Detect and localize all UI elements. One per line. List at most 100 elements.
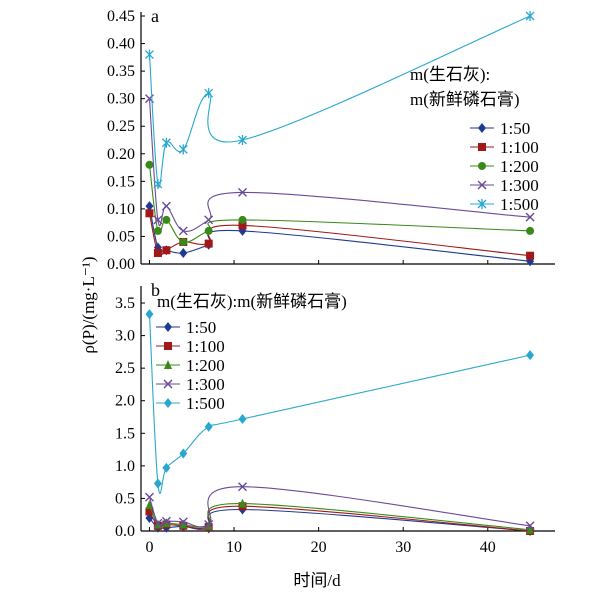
legend-entry-label: 1:100 — [186, 337, 225, 356]
data-point-1-500 — [178, 144, 188, 155]
data-point-1-200 — [204, 226, 213, 235]
data-point-1-200 — [179, 519, 188, 529]
data-point-1-100 — [238, 221, 247, 230]
legend-marker — [163, 379, 173, 389]
panel-label-a: a — [151, 6, 159, 26]
data-point-1-500 — [526, 350, 535, 361]
y-tick-label: 0.0 — [115, 523, 135, 540]
data-point-1-300 — [161, 516, 171, 526]
data-point-1-300 — [153, 518, 163, 528]
x-axis-title: 时间/d — [293, 571, 341, 590]
legend-entry-label: 1:300 — [500, 176, 539, 195]
x-tick-label: 30 — [395, 539, 411, 556]
data-point-1-100 — [526, 251, 535, 260]
data-point-1-300 — [238, 482, 247, 492]
data-point-1-200 — [238, 215, 247, 224]
data-point-1-200 — [145, 499, 154, 509]
y-tick-label: 1.5 — [115, 425, 135, 442]
y-tick-label: 3.5 — [115, 295, 135, 312]
x-tick-label: 40 — [480, 539, 496, 556]
legend-marker — [477, 199, 487, 209]
x-tick-label: 20 — [311, 539, 327, 556]
data-point-1-50 — [179, 247, 188, 258]
y-tick-label: 0.35 — [107, 63, 135, 80]
data-point-1-500 — [238, 135, 247, 145]
data-point-1-300 — [204, 215, 214, 225]
data-point-1-500 — [204, 421, 213, 432]
data-point-1-500 — [179, 448, 188, 459]
legend-entry-label: 1:200 — [500, 157, 539, 176]
legend-marker — [164, 360, 172, 369]
panel-a: 0.00 0.05 0.10 0.15 0.20 0.25 0.30 0.35 0.40 0.45… — [107, 6, 555, 273]
data-point-1-500 — [525, 11, 535, 21]
data-point-1-500 — [153, 179, 163, 190]
data-point-1-300 — [525, 212, 535, 222]
y-tick-label: 0.30 — [107, 91, 135, 108]
y-tick-label: 0.20 — [107, 146, 135, 163]
y-axis-title: ρ(P)/(mg·L⁻¹) — [79, 256, 98, 353]
data-point-1-300 — [178, 226, 188, 236]
legend-title-line2: m(新鲜磷石膏) — [410, 89, 520, 109]
legend-entry-label: 1:50 — [500, 119, 530, 138]
legend-entry-label: 1:50 — [186, 318, 216, 337]
y-tick-label: 0.00 — [107, 256, 135, 273]
data-point-1-200 — [162, 518, 171, 528]
legend-marker — [164, 342, 172, 350]
data-point-1-500 — [162, 462, 171, 473]
panel-b: 0.0 0.5 1.0 1.5 2.0 2.5 3.0 3.5 0 10 20 30 40 bm(生石灰)… — [115, 280, 555, 556]
data-point-1-200 — [145, 160, 154, 169]
y-tick-label: 1.0 — [115, 458, 135, 475]
data-point-1-500 — [161, 137, 171, 148]
data-point-1-100 — [204, 239, 213, 248]
y-tick-label: 2.0 — [115, 393, 135, 410]
y-tick-label: 0.15 — [107, 173, 135, 190]
data-point-1-200 — [153, 226, 162, 235]
data-point-1-200 — [179, 237, 188, 246]
data-point-1-100 — [162, 246, 171, 255]
legend-title-line1: m(生石灰): — [410, 65, 490, 84]
legend-title: m(生石灰):m(新鲜磷石膏) — [157, 291, 347, 311]
series-line-1-300 — [148, 486, 531, 528]
data-point-1-200 — [238, 498, 247, 508]
legend-entry-label: 1:200 — [186, 356, 225, 375]
panel-label-b: b — [151, 280, 160, 300]
y-tick-label: 2.5 — [115, 360, 135, 377]
data-point-1-50 — [145, 201, 154, 212]
y-tick-label: 0.45 — [107, 8, 135, 25]
data-point-1-300 — [144, 492, 154, 502]
data-point-1-100 — [145, 209, 154, 218]
data-point-1-100 — [153, 248, 162, 257]
x-tick-label: 10 — [226, 539, 242, 556]
y-tick-label: 0.5 — [115, 490, 135, 507]
legend-marker — [164, 322, 172, 332]
data-point-1-300 — [204, 519, 214, 529]
data-point-1-500 — [238, 413, 247, 424]
y-tick-label: 0.05 — [107, 228, 135, 245]
y-tick-label: 0.10 — [107, 201, 135, 218]
legend-entry-label: 1:500 — [186, 394, 225, 413]
legend-entry-label: 1:300 — [186, 375, 225, 394]
legend-marker — [164, 398, 172, 408]
series-line-1-100 — [148, 213, 531, 257]
data-point-1-500 — [153, 478, 162, 489]
legend-marker — [477, 180, 487, 190]
y-tick-label: 0.40 — [107, 36, 135, 53]
data-point-1-300 — [238, 187, 247, 197]
series-line-1-500 — [148, 314, 531, 494]
data-point-1-300 — [153, 215, 163, 225]
data-point-1-200 — [162, 215, 171, 224]
legend-marker — [478, 143, 486, 151]
data-point-1-100 — [145, 507, 154, 516]
data-point-1-500 — [204, 88, 214, 99]
legend-entry-label: 1:500 — [500, 195, 539, 214]
data-point-1-300 — [178, 517, 188, 527]
y-tick-label: 0.25 — [107, 118, 135, 135]
legend-entry-label: 1:100 — [500, 138, 539, 157]
y-tick-label: 3.0 — [115, 328, 135, 345]
series-line-1-300 — [148, 98, 531, 232]
data-point-1-300 — [161, 201, 171, 211]
x-tick-label: 0 — [145, 539, 153, 556]
data-point-1-200 — [526, 524, 535, 534]
legend-marker — [478, 123, 486, 133]
